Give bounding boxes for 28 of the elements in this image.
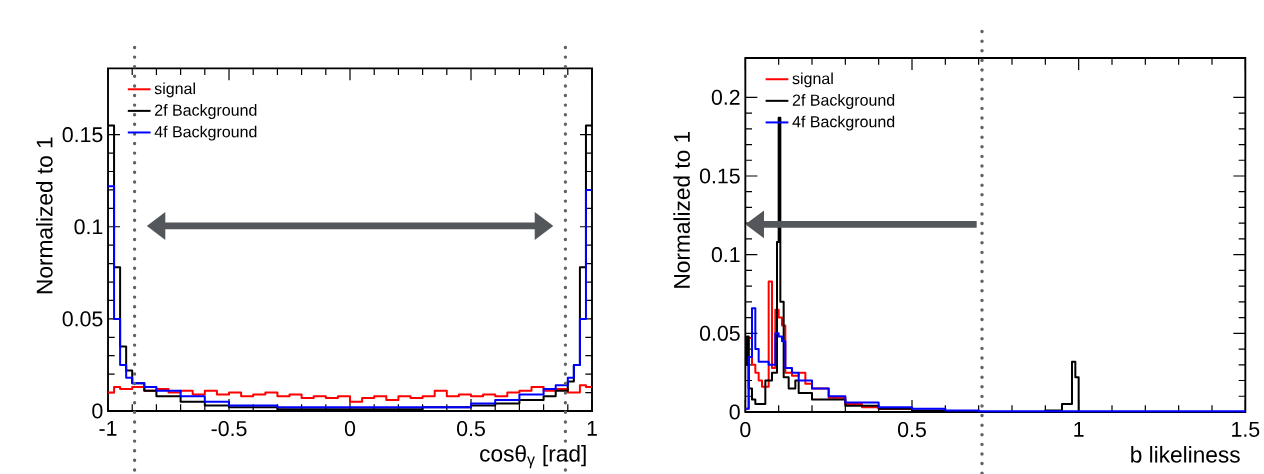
y-tick-label: 0.1 xyxy=(74,219,103,235)
x-tick-label: 1.5 xyxy=(1232,422,1260,437)
legend-label: 4f Background xyxy=(792,115,895,131)
x-axis-title: b likeliness xyxy=(1131,446,1240,463)
legend-label: signal xyxy=(792,72,833,88)
x-tick-label: -1 xyxy=(99,421,117,436)
y-tick-label: 0 xyxy=(729,404,740,420)
x-tick-label: 0.5 xyxy=(457,421,485,437)
x-tick-label: 0 xyxy=(740,422,751,438)
x-axis-title: cosθ$_{γ}$ [rad] xyxy=(480,445,586,469)
x-tick-label: -0.5 xyxy=(211,421,247,437)
legend-label: 4f Background xyxy=(154,125,257,141)
x-tick-label: 1 xyxy=(587,421,597,436)
y-tick-label: 0.05 xyxy=(62,311,103,327)
legend-label: signal xyxy=(154,82,195,98)
y-axis-title: Normalized to 1 xyxy=(35,137,53,294)
x-tick-label: 1 xyxy=(1074,422,1084,437)
legend-label: 2f Background xyxy=(792,94,895,109)
x-tick-label: 0.5 xyxy=(898,422,926,438)
x-tick-label: 0 xyxy=(344,421,356,437)
y-tick-label: 0.1 xyxy=(711,247,740,263)
y-axis-title: Normalized to 1 xyxy=(673,131,690,288)
legend-label: 2f Background xyxy=(155,104,257,119)
y-tick-label: 0.05 xyxy=(699,325,740,341)
y-tick-label: 0.2 xyxy=(711,89,740,105)
y-tick-label: 0.15 xyxy=(62,127,103,143)
y-tick-label: 0.15 xyxy=(699,168,740,184)
y-tick-label: 0 xyxy=(92,403,103,419)
